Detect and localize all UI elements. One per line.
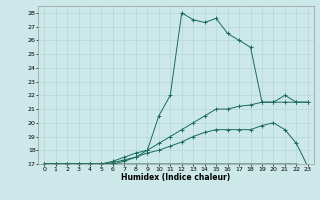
X-axis label: Humidex (Indice chaleur): Humidex (Indice chaleur) [121,173,231,182]
